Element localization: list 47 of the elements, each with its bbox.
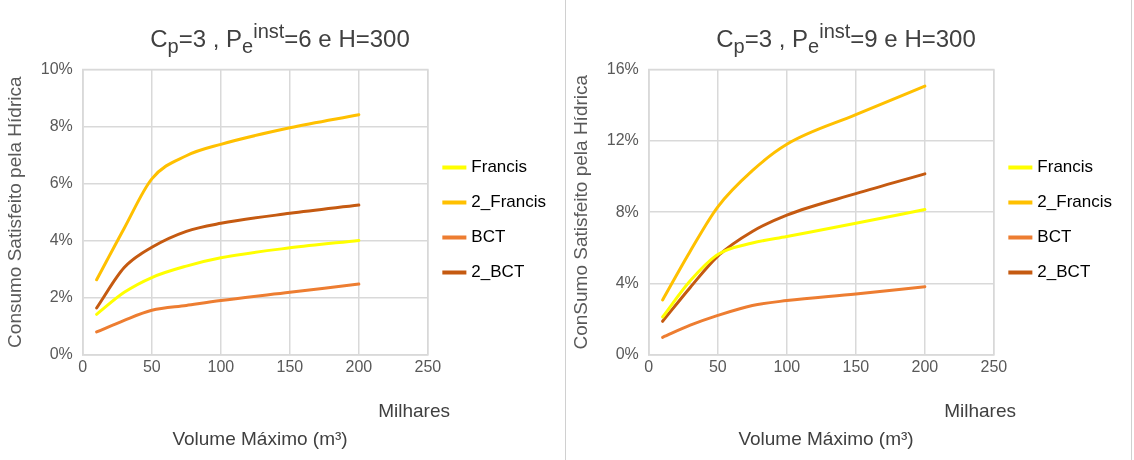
x-tick-label: 200 (345, 357, 373, 375)
x-tick-label: 150 (842, 357, 870, 375)
text: Milhares (377, 400, 450, 422)
x-tick-label: 250 (414, 357, 442, 375)
y-tick-label: 4% (615, 273, 639, 291)
y-tick-label: 8% (615, 202, 639, 220)
line-series (661, 84, 927, 302)
x-tick-label: 150 (276, 357, 304, 375)
y-tick-label: 6% (49, 174, 73, 192)
legend-label: BCT (1037, 227, 1072, 247)
x-tick-label: 50 (142, 357, 161, 375)
line-series (95, 203, 361, 310)
line-series (95, 238, 361, 316)
x-tick-label: 100 (773, 357, 801, 375)
line-series (95, 282, 361, 334)
line-series (661, 285, 927, 339)
x-axis-title: Volume Máximo (m³) (171, 428, 349, 450)
chart-title: C$_{p}$=3 , P$_{e}$$^{inst}$=6 e H=300 (149, 20, 411, 58)
y-tick-label: 0% (49, 345, 73, 363)
y-axis-title: Consumo Satisfeito pela Hídrica (3, 76, 25, 348)
y-axis-title: ConSumo Satisfeito pela Hídrica (569, 74, 591, 350)
line-series (661, 172, 927, 323)
legend-label: BCT (471, 227, 506, 247)
x-tick-label: 250 (980, 357, 1008, 375)
legend-label: Francis (471, 157, 528, 177)
line-series (95, 113, 361, 282)
y-tick-label: 12% (606, 131, 639, 149)
chart-title: C$_{p}$=3 , P$_{e}$$^{inst}$=9 e H=300 (715, 20, 977, 58)
y-tick-label: 0% (615, 345, 639, 363)
legend-label: 2_BCT (1037, 262, 1091, 282)
legend-label: 2_Francis (471, 192, 546, 212)
x-tick-label: 50 (708, 357, 727, 375)
x-tick-label: 0 (78, 357, 88, 375)
y-tick-label: 16% (606, 60, 639, 78)
legend-label: Francis (1037, 157, 1094, 177)
text: Milhares (943, 400, 1016, 422)
x-tick-label: 200 (911, 357, 939, 375)
x-axis-title: Volume Máximo (m³) (737, 428, 915, 450)
legend-label: 2_Francis (1037, 192, 1112, 212)
y-tick-label: 4% (49, 231, 73, 249)
y-tick-label: 2% (49, 288, 73, 306)
x-tick-label: 0 (644, 357, 654, 375)
line-series (661, 208, 927, 319)
y-tick-label: 8% (49, 117, 73, 135)
x-tick-label: 100 (207, 357, 235, 375)
legend-label: 2_BCT (471, 262, 525, 282)
y-tick-label: 10% (40, 60, 73, 78)
